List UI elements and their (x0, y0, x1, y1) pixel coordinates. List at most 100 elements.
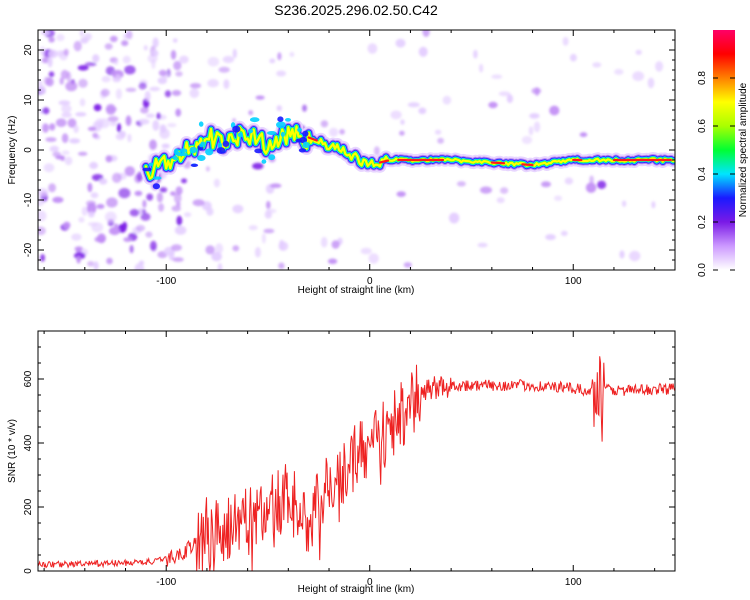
noise-blob (158, 69, 167, 77)
spectrogram-ytick-label: -10 (23, 192, 34, 207)
noise-blob (76, 255, 81, 264)
noise-blob (125, 115, 132, 126)
noise-blob (104, 211, 117, 223)
noise-blob (61, 133, 69, 144)
noise-blob (232, 48, 237, 59)
colorbar-label: Normalized spectral amplitude (738, 82, 749, 217)
snr-ytick-label: 200 (23, 498, 34, 515)
signal-island (222, 140, 230, 147)
noise-blob (396, 191, 406, 198)
noise-blob (140, 212, 151, 221)
signal-island (295, 138, 303, 143)
noise-blob (73, 124, 79, 134)
noise-blob (255, 95, 265, 100)
noise-blob (175, 71, 183, 77)
noise-blob (172, 38, 178, 43)
signal-island (276, 121, 286, 129)
noise-blob (477, 242, 488, 248)
signal-island (205, 148, 214, 156)
noise-blob (360, 247, 372, 255)
noise-blob (651, 201, 656, 209)
noise-blob (89, 161, 98, 170)
signal-island (190, 163, 199, 167)
signal-island (302, 130, 309, 137)
noise-blob (205, 245, 215, 255)
noise-blob (78, 78, 88, 88)
noise-blob (232, 118, 237, 123)
noise-blob (115, 74, 121, 81)
noise-blob (248, 110, 254, 116)
noise-blob (655, 61, 664, 72)
noise-blob (562, 37, 569, 46)
noise-blob (134, 190, 143, 196)
signal-island (247, 128, 254, 134)
noise-blob (418, 46, 428, 57)
noise-blob (157, 77, 167, 85)
noise-blob (500, 187, 509, 194)
noise-blob (289, 52, 295, 57)
signal-ridge (139, 116, 675, 190)
noise-blob (124, 65, 136, 75)
noise-blob (49, 123, 56, 131)
noise-blob (161, 143, 170, 149)
noise-blob (124, 166, 135, 177)
spectrogram-ytick-label: 20 (23, 44, 34, 56)
noise-blob (149, 139, 157, 151)
noise-blob (529, 113, 540, 119)
colorbar-ticks: 0.0 0.2 0.4 0.6 0.8 (697, 71, 735, 277)
noise-blob (632, 71, 645, 82)
noise-blob (171, 90, 182, 96)
noise-blob (109, 121, 117, 127)
signal-island (280, 131, 285, 138)
signal-island (152, 183, 160, 190)
noise-blob (63, 48, 69, 56)
noise-blob (261, 233, 266, 244)
noise-blob (434, 129, 442, 135)
noise-blob (80, 37, 89, 44)
noise-blob (174, 225, 187, 235)
noise-blob (84, 62, 97, 67)
noise-blob (422, 30, 430, 37)
noise-blob (276, 70, 287, 77)
colorbar-scale (713, 30, 735, 270)
noise-blob (629, 250, 641, 262)
noise-blob (614, 68, 624, 75)
noise-blob (541, 181, 551, 188)
signal-island (173, 148, 179, 156)
noise-blob (122, 55, 131, 64)
noise-blob (621, 200, 627, 207)
noise-blob (585, 182, 597, 193)
noise-blob (152, 120, 160, 131)
noise-blob (263, 228, 275, 234)
snr-panel: -100 0 100 0 200 400 600 Height of straight li… (7, 330, 676, 595)
noise-blob (43, 163, 55, 173)
noise-blob (65, 81, 78, 92)
noise-blob (329, 127, 339, 137)
noise-blob (192, 199, 205, 207)
colorbar-tick-label: 0.6 (697, 119, 708, 133)
noise-blob (85, 200, 96, 206)
signal-island (297, 127, 302, 132)
noise-blob (66, 71, 72, 82)
noise-blob (59, 77, 64, 85)
noise-blob (48, 71, 55, 78)
noise-blob (87, 126, 97, 131)
noise-blob (100, 88, 110, 97)
noise-blob (116, 123, 122, 133)
noise-blob (81, 206, 88, 216)
noise-blob (129, 209, 140, 217)
noise-blob (93, 104, 102, 112)
signal-island (302, 141, 310, 148)
noise-blob (189, 88, 200, 99)
noise-blob (254, 247, 261, 258)
noise-blob (279, 239, 285, 251)
noise-blob (232, 204, 244, 214)
noise-blob (127, 133, 132, 143)
noise-blob (276, 105, 282, 112)
signal-island (277, 116, 284, 122)
noise-blob (61, 112, 72, 118)
noise-blob (205, 166, 210, 172)
noise-blob (118, 188, 131, 199)
signal-island (249, 117, 260, 123)
